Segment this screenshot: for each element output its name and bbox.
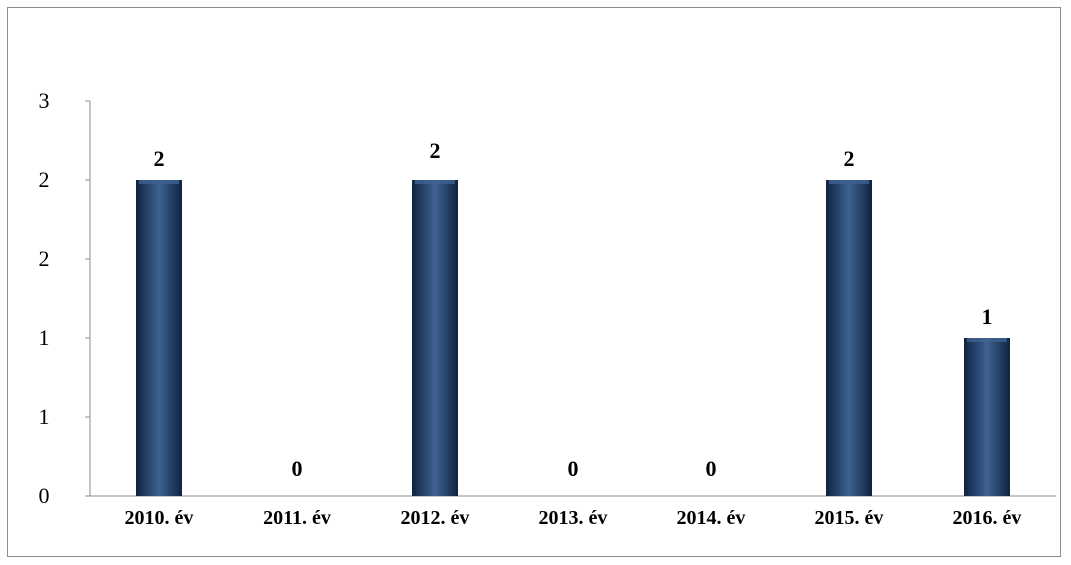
data-label: 0 [292,456,303,481]
bar-highlight [415,180,455,184]
data-label: 2 [844,146,855,171]
x-category-label: 2012. év [401,507,470,529]
bar [964,338,1010,496]
bars [136,180,1010,496]
x-category-label: 2015. év [815,507,884,529]
bar [412,180,458,496]
data-label: 2 [154,146,165,171]
y-tick-label: 0 [39,483,50,508]
bar [826,180,872,496]
data-label: 0 [568,456,579,481]
x-category-label: 2016. év [953,507,1022,529]
data-label: 0 [706,456,717,481]
bar-highlight [829,180,869,184]
y-tick-label: 2 [39,167,50,192]
x-category-label: 2013. év [539,507,608,529]
x-category-label: 2014. év [677,507,746,529]
data-labels: 2 0 2 0 0 2 1 [154,138,993,481]
x-category-label: 2011. év [263,507,331,529]
bar [136,180,182,496]
bar-highlight [139,180,179,184]
y-tick-label: 1 [39,325,50,350]
y-tick-label: 3 [39,88,50,113]
x-category-label: 2010. év [125,507,194,529]
data-label: 2 [430,138,441,163]
y-tick-label: 1 [39,404,50,429]
y-tick-label: 2 [39,246,50,271]
y-axis: 0 1 1 2 2 3 [39,88,91,508]
data-label: 1 [982,304,993,329]
x-axis: 2010. év 2011. év 2012. év 2013. év 2014. év… [90,495,1056,529]
bar-highlight [967,338,1007,342]
